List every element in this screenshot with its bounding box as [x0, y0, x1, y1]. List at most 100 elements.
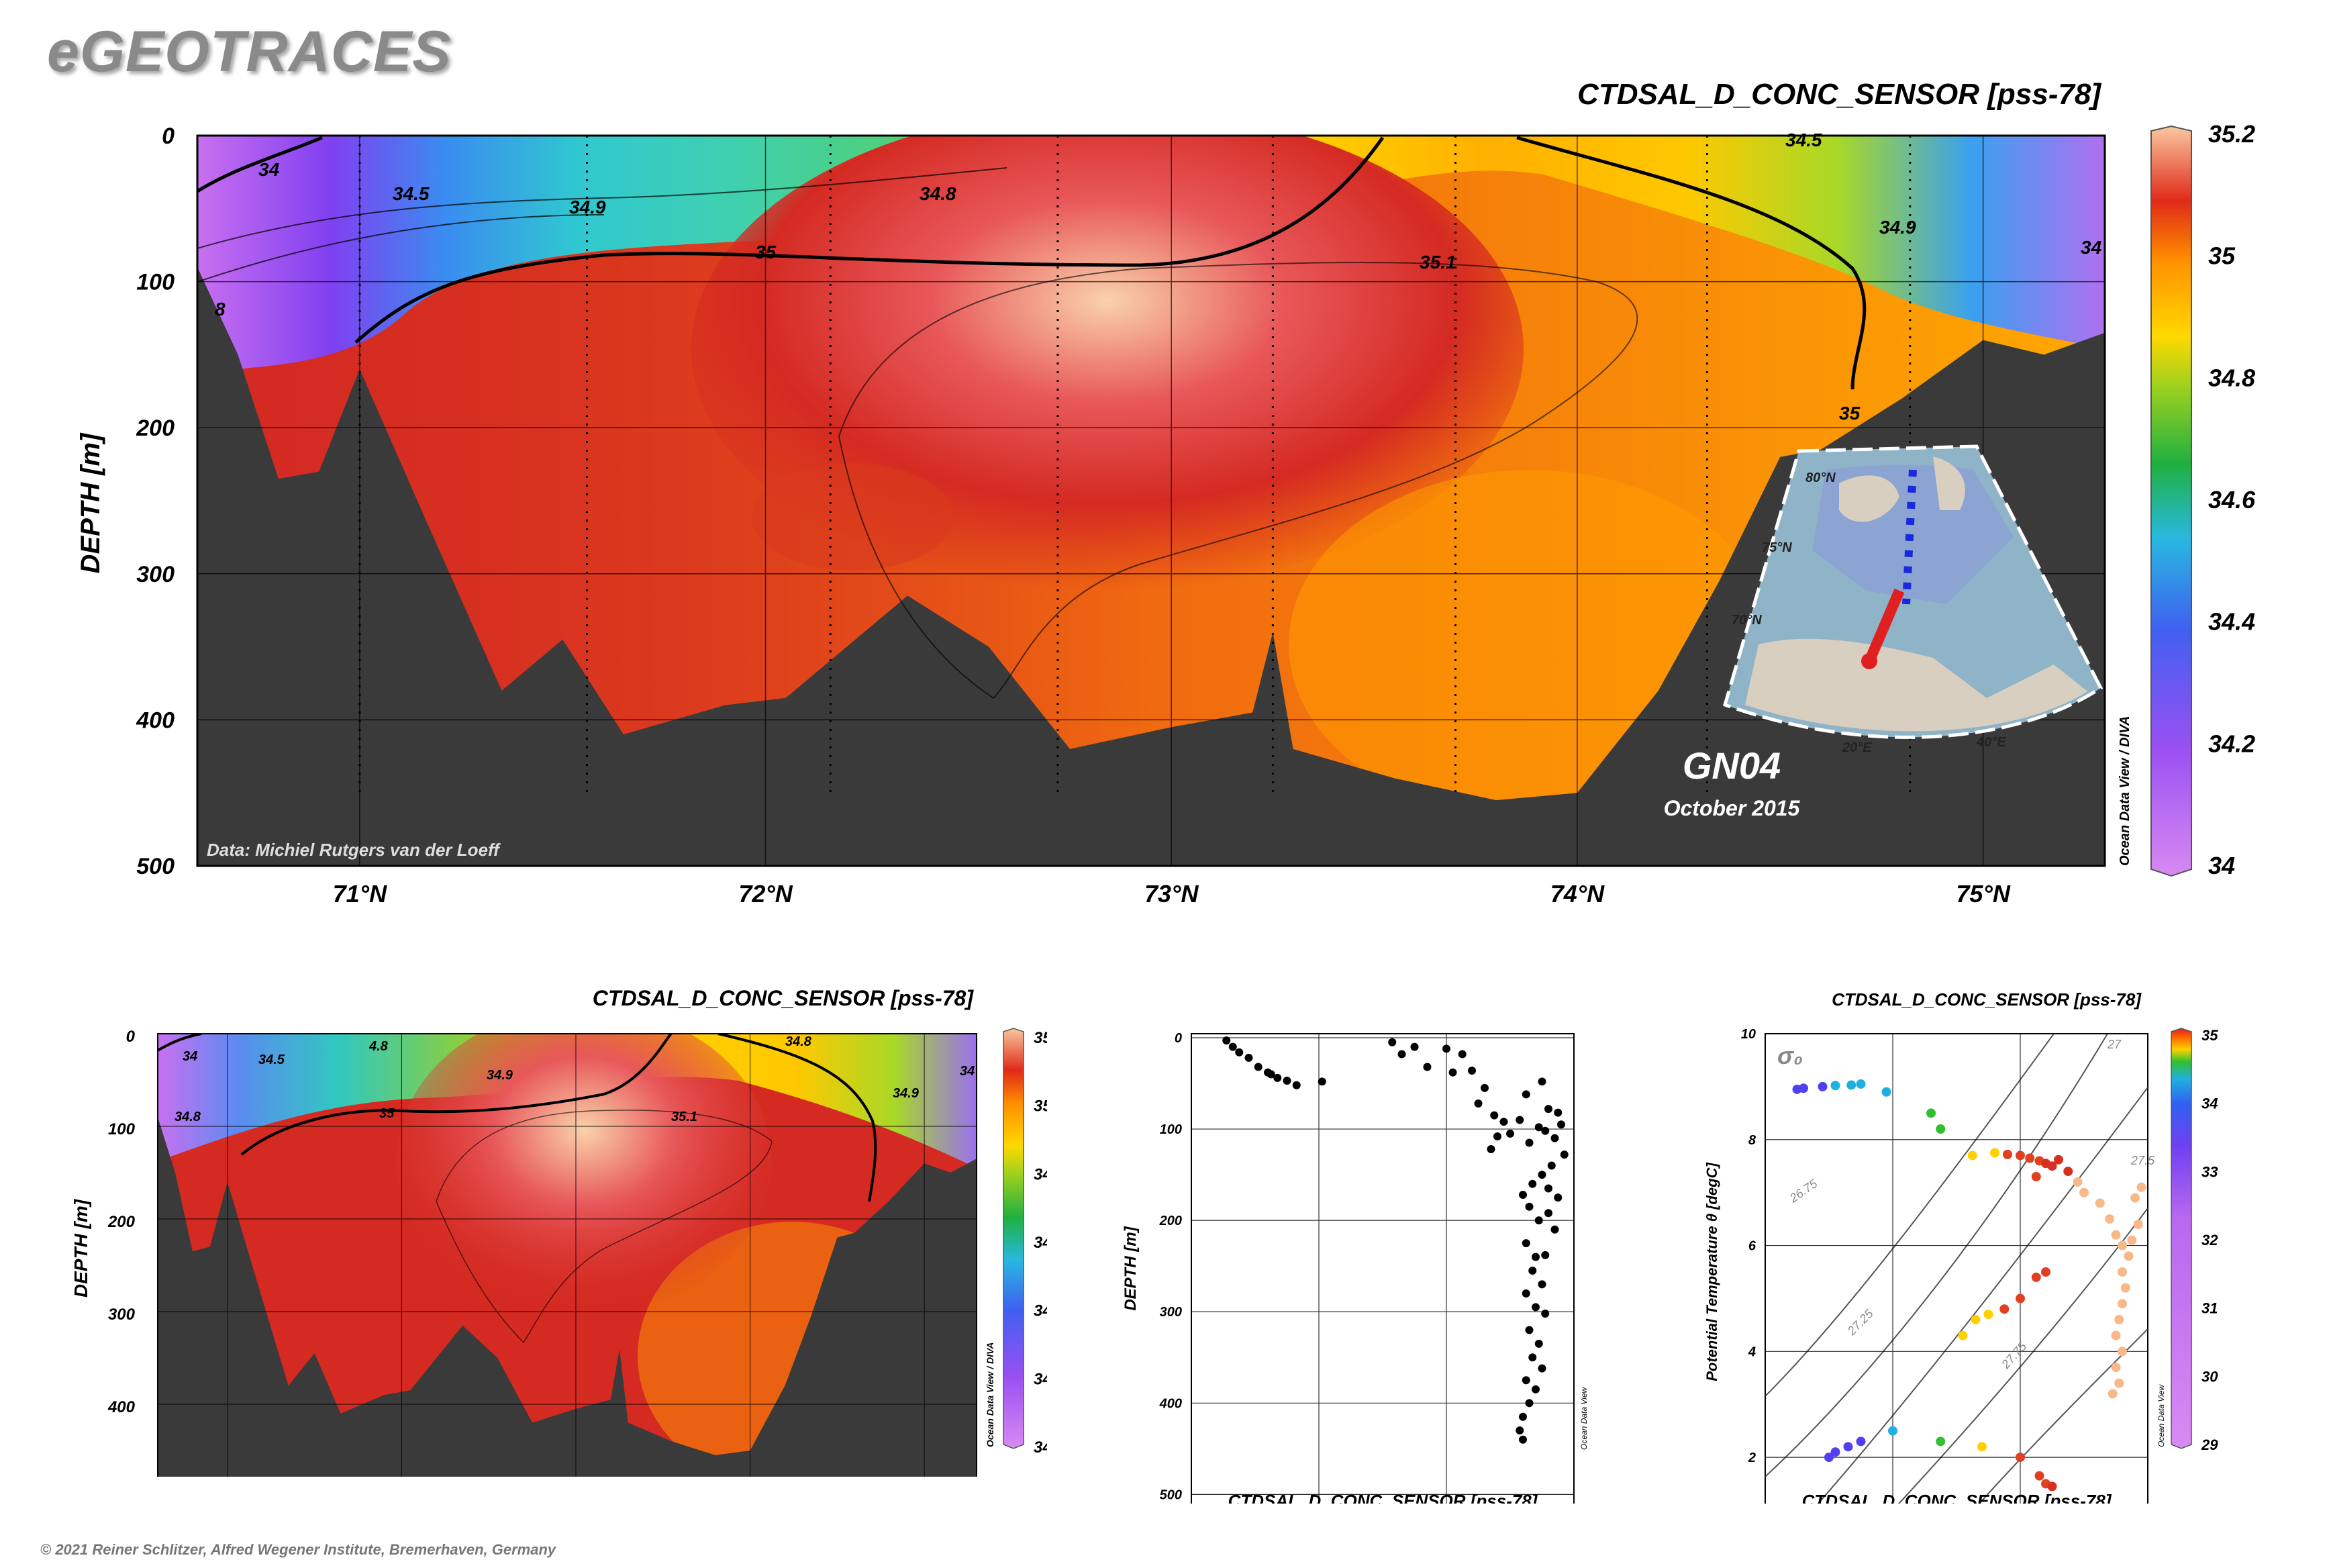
- y-tick-label: 300: [1160, 1305, 1182, 1320]
- y-tick-label: 400: [107, 1398, 136, 1416]
- data-point: [1283, 1076, 1291, 1085]
- data-point: [1318, 1077, 1326, 1086]
- data-point: [2047, 1481, 2057, 1491]
- data-point: [2016, 1293, 2025, 1304]
- data-point: [2016, 1453, 2025, 1463]
- colorbar-label: 34.8: [2208, 364, 2255, 391]
- data-point: [1468, 1066, 1476, 1075]
- main-colorbar: 35.2 35 34.8 34.6 34.4 34.2 34: [2150, 120, 2256, 879]
- ts-colorbar: 35 34 33 32 31 30 29: [2171, 1027, 2218, 1453]
- contour-label: 34.9: [487, 1068, 513, 1083]
- data-point: [1228, 1042, 1237, 1051]
- data-point: [1448, 1068, 1457, 1077]
- data-point: [1538, 1280, 1546, 1289]
- data-point: [2031, 1172, 2041, 1181]
- data-point: [2118, 1299, 2127, 1309]
- y-tick-label: 6: [1748, 1239, 1756, 1254]
- data-point: [1538, 1364, 1546, 1373]
- sigma-label: σ₀: [1777, 1042, 1803, 1069]
- data-point: [1397, 1050, 1406, 1059]
- colorbar-label: 35.2: [2208, 120, 2255, 148]
- x-tick-label: 71°N: [333, 880, 387, 908]
- data-point: [2054, 1155, 2063, 1165]
- main-section-ylabel: DEPTH [m]: [76, 432, 105, 574]
- data-point: [1474, 1099, 1483, 1108]
- data-point: [1534, 1339, 1543, 1348]
- contour-label: 8: [215, 299, 226, 320]
- y-tick-label: 0: [162, 124, 175, 149]
- y-tick-label: 8: [1748, 1133, 1756, 1148]
- data-point: [1525, 1202, 1534, 1211]
- colorbar-label: 34: [1034, 1438, 1047, 1457]
- small-section-chart: CTDSAL_D_CONC_SENSOR [pss-78] 34 34.5 4.…: [70, 986, 1047, 1477]
- colorbar-label: 33: [2201, 1163, 2218, 1180]
- data-point: [2120, 1283, 2130, 1293]
- data-point: [1222, 1036, 1231, 1045]
- contour-label: 34.9: [569, 197, 606, 217]
- data-point: [1544, 1105, 1552, 1114]
- y-tick-label: 300: [136, 562, 175, 587]
- colorbar-label: 35: [1034, 1097, 1047, 1116]
- data-point: [1388, 1038, 1397, 1046]
- contour-label: 34.5: [1785, 130, 1822, 150]
- data-point: [1544, 1184, 1552, 1193]
- odv-watermark: Ocean Data View / DIVA: [985, 1342, 995, 1447]
- data-point: [1522, 1376, 1530, 1385]
- y-tick-label: 400: [1159, 1396, 1182, 1411]
- data-point: [1926, 1108, 1936, 1118]
- data-point: [1843, 1442, 1853, 1452]
- y-tick-label: 200: [1159, 1214, 1182, 1228]
- data-point: [1423, 1063, 1432, 1071]
- cruise-label: GN04: [1683, 744, 1781, 787]
- data-point: [2111, 1230, 2121, 1240]
- colorbar-label: 34.6: [2208, 486, 2256, 513]
- contour-label: 35: [379, 1106, 395, 1121]
- contour-label: 34.8: [175, 1110, 201, 1124]
- data-point: [1522, 1090, 1530, 1099]
- data-point: [2025, 1153, 2035, 1163]
- data-point: [1538, 1077, 1546, 1086]
- ts-diagram-chart: CTDSAL_D_CONC_SENSOR [pss-78] 26.75 27.2…: [1703, 989, 2218, 1504]
- odv-watermark: Ocean Data View: [2157, 1384, 2166, 1447]
- colorbar-label: 35: [2201, 1027, 2218, 1044]
- small-section-seafloor: [158, 1117, 977, 1477]
- data-point: [1888, 1426, 1897, 1436]
- y-tick-label: 4: [1748, 1344, 1756, 1359]
- data-point: [1532, 1385, 1540, 1393]
- map-label: 75°N: [1762, 540, 1792, 555]
- data-point: [2114, 1315, 2124, 1324]
- data-point: [1554, 1193, 1563, 1202]
- small-section-ylabel: DEPTH [m]: [70, 1198, 91, 1297]
- data-point: [1557, 1120, 1565, 1129]
- y-tick-label: 200: [136, 415, 175, 441]
- x-tick-label: 72°N: [738, 880, 793, 908]
- map-label: 20°E: [1842, 740, 1872, 755]
- contour-label: 34: [2081, 237, 2102, 258]
- data-point: [1522, 1289, 1530, 1298]
- contour-label: 35.1: [671, 1110, 697, 1124]
- data-point: [1560, 1150, 1569, 1159]
- data-point: [2133, 1220, 2143, 1229]
- ts-title: CTDSAL_D_CONC_SENSOR [pss-78]: [1832, 989, 2142, 1010]
- y-tick-label: 100: [108, 1120, 136, 1138]
- main-section-chart: CTDSAL_D_CONC_SENSOR [pss-78] 34 34.5 34…: [76, 78, 2256, 908]
- contour-label: 34.8: [785, 1034, 812, 1049]
- data-point: [1442, 1044, 1450, 1053]
- station-map-inset: 80°N 75°N 70°N 20°E 40°E: [1722, 444, 2103, 755]
- odv-watermark: Ocean Data View: [1579, 1387, 1589, 1450]
- colorbar-label: 31: [2201, 1300, 2218, 1317]
- data-point: [1554, 1108, 1563, 1117]
- cruise-date: October 2015: [1664, 796, 1801, 820]
- data-point: [1818, 1081, 1828, 1091]
- data-point: [2047, 1161, 2057, 1171]
- data-point: [1410, 1042, 1419, 1051]
- data-point: [1550, 1134, 1559, 1142]
- data-point: [1824, 1453, 1834, 1463]
- data-point: [2063, 1167, 2073, 1177]
- contour-label: 34.8: [920, 183, 956, 204]
- copyright-notice: © 2021 Reiner Schlitzer, Alfred Wegener …: [40, 1541, 556, 1558]
- data-point: [1856, 1079, 1866, 1089]
- colorbar-label: 34.8: [1034, 1165, 1047, 1183]
- data-point: [1846, 1080, 1856, 1090]
- data-point: [2041, 1267, 2050, 1277]
